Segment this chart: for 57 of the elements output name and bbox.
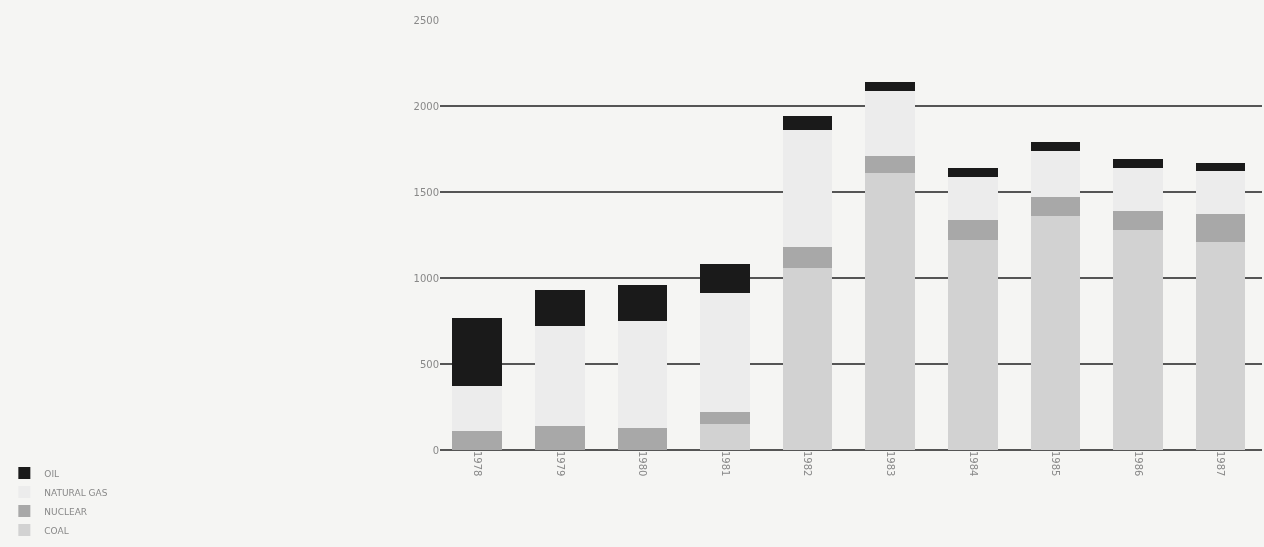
bar — [700, 412, 750, 425]
bar — [1113, 167, 1163, 211]
bar — [782, 267, 833, 450]
bar — [535, 290, 585, 327]
bar — [452, 431, 502, 450]
y-tick-label: 1500 — [413, 186, 439, 198]
x-tick-label: 1983 — [884, 451, 896, 477]
bar — [948, 167, 998, 177]
bar — [948, 219, 998, 241]
y-tick-label: 1000 — [413, 272, 439, 284]
x-tick-label: 1987 — [1215, 451, 1227, 477]
bar — [1195, 241, 1246, 450]
bar — [700, 293, 750, 413]
bar — [782, 247, 833, 268]
bar — [535, 425, 585, 450]
y-tick-label: 0 — [432, 444, 439, 456]
bar — [865, 155, 916, 174]
bar — [1113, 210, 1163, 230]
bar — [1113, 159, 1163, 168]
x-tick-label: 1978 — [471, 451, 483, 477]
bar — [865, 81, 916, 91]
x-tick-label: 1984 — [967, 451, 979, 477]
legend-label: NUCLEAR — [44, 506, 88, 517]
x-tick-label: 1985 — [1050, 451, 1062, 477]
bar — [948, 240, 998, 450]
bar — [452, 317, 502, 387]
y-tick-label: 500 — [419, 358, 439, 370]
bar — [865, 90, 916, 156]
bar — [865, 173, 916, 450]
bar — [700, 424, 750, 450]
legend-label: NATURAL GAS — [44, 487, 108, 498]
bar — [1030, 197, 1081, 217]
bar — [1030, 142, 1081, 151]
x-tick-label: 1980 — [637, 451, 649, 477]
bar — [1030, 216, 1081, 450]
bar — [535, 326, 585, 426]
legend-label: COAL — [44, 525, 69, 536]
bar — [1030, 150, 1081, 198]
bar — [617, 284, 668, 321]
bar — [782, 116, 833, 131]
bar — [700, 264, 750, 294]
x-tick-label: 1982 — [802, 451, 814, 477]
bar — [617, 427, 668, 450]
y-tick-label: 2000 — [413, 100, 439, 112]
bar — [782, 130, 833, 248]
bar — [1195, 171, 1246, 215]
legend-label: OIL — [44, 468, 60, 479]
bar — [948, 176, 998, 220]
bar — [617, 321, 668, 428]
x-tick-label: 1986 — [1132, 451, 1144, 477]
bar — [452, 386, 502, 432]
bar — [1113, 229, 1163, 450]
bar — [1195, 162, 1246, 172]
x-tick-label: 1981 — [719, 451, 731, 477]
y-tick-label: 2500 — [413, 14, 439, 26]
x-tick-label: 1979 — [554, 451, 566, 477]
bar — [1195, 214, 1246, 242]
